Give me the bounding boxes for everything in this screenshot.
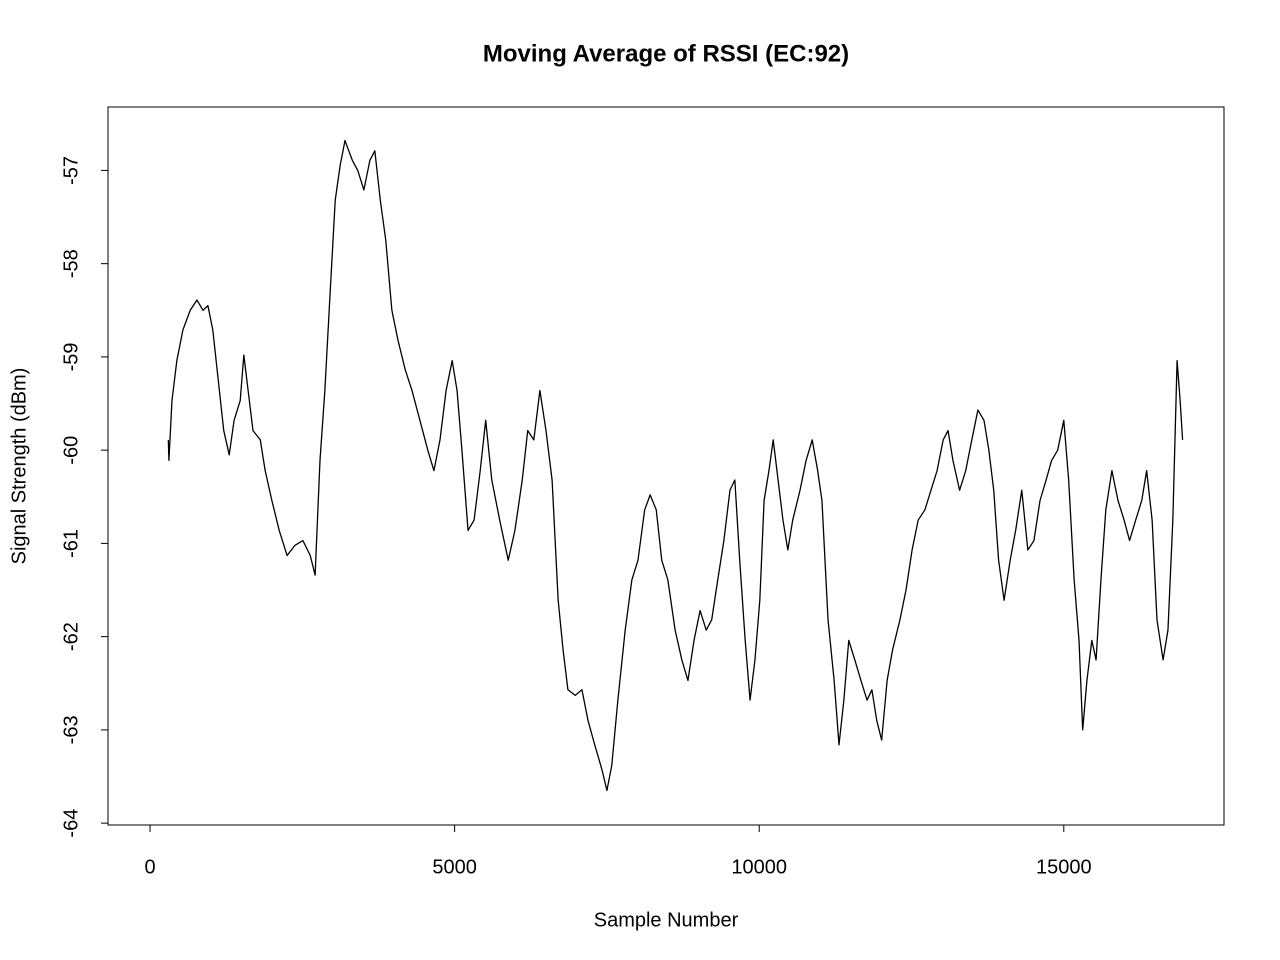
- y-tick-label: -58: [60, 249, 82, 278]
- y-axis-label: Signal Strength (dBm): [8, 368, 30, 565]
- plot-frame: [107, 106, 1225, 826]
- y-tick-label: -59: [60, 342, 82, 371]
- x-tick-label: 5000: [432, 856, 477, 878]
- chart-title: Moving Average of RSSI (EC:92): [483, 40, 849, 67]
- y-tick-label: -62: [60, 622, 82, 651]
- x-tick-label: 0: [144, 856, 155, 878]
- data-line: [167, 139, 1184, 792]
- y-tick-label: -57: [60, 156, 82, 185]
- y-tick-label: -64: [60, 809, 82, 838]
- y-tick-label: -61: [60, 529, 82, 558]
- y-tick-label: -63: [60, 715, 82, 744]
- y-tick-label: -60: [60, 436, 82, 465]
- x-tick-label: 10000: [731, 856, 787, 878]
- x-axis-label: Sample Number: [594, 909, 739, 931]
- x-tick-label: 15000: [1036, 856, 1092, 878]
